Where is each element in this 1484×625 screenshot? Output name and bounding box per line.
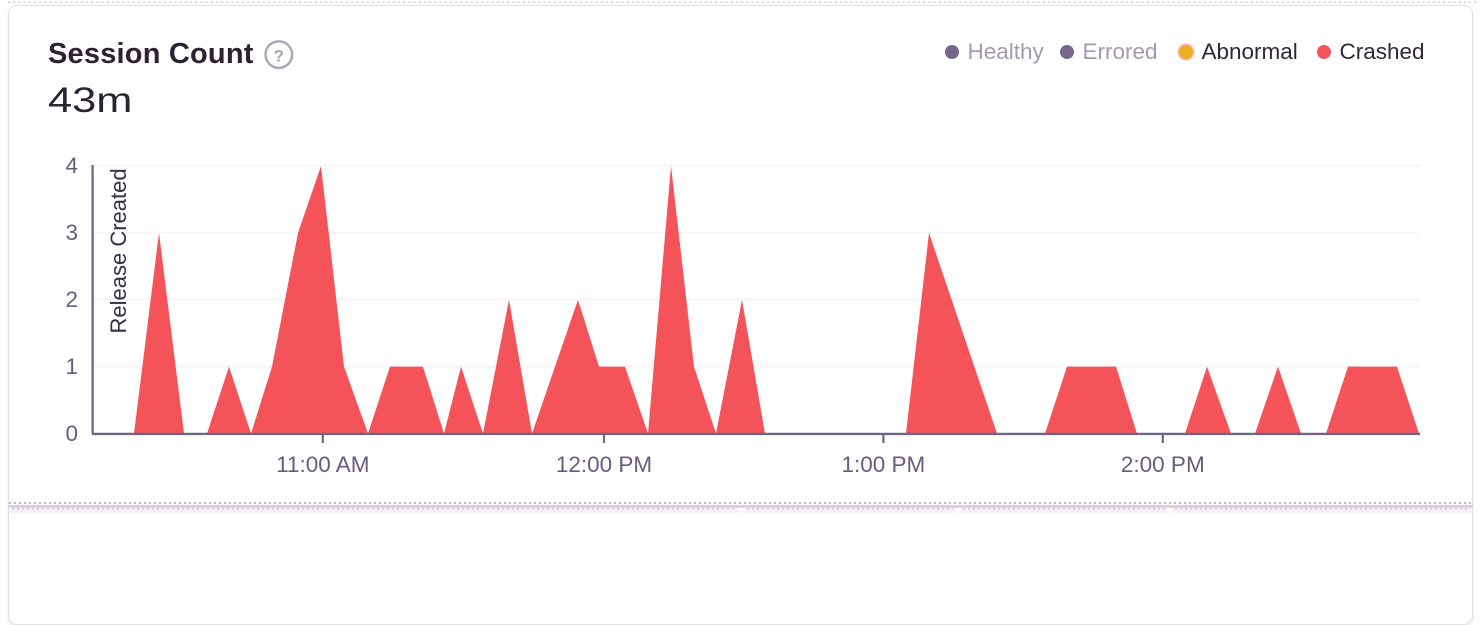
svg-text:2: 2 bbox=[65, 287, 78, 312]
svg-text:3: 3 bbox=[65, 220, 78, 245]
svg-text:?: ? bbox=[274, 47, 284, 66]
svg-text:2:00 PM: 2:00 PM bbox=[1121, 452, 1205, 477]
svg-text:Release Created: Release Created bbox=[106, 168, 131, 333]
svg-text:12:00 PM: 12:00 PM bbox=[556, 452, 652, 477]
svg-text:0: 0 bbox=[65, 421, 78, 446]
svg-text:4: 4 bbox=[65, 153, 78, 178]
svg-text:11:00 AM: 11:00 AM bbox=[276, 452, 369, 477]
svg-text:1: 1 bbox=[65, 354, 78, 379]
svg-text:1:00 PM: 1:00 PM bbox=[842, 452, 926, 477]
